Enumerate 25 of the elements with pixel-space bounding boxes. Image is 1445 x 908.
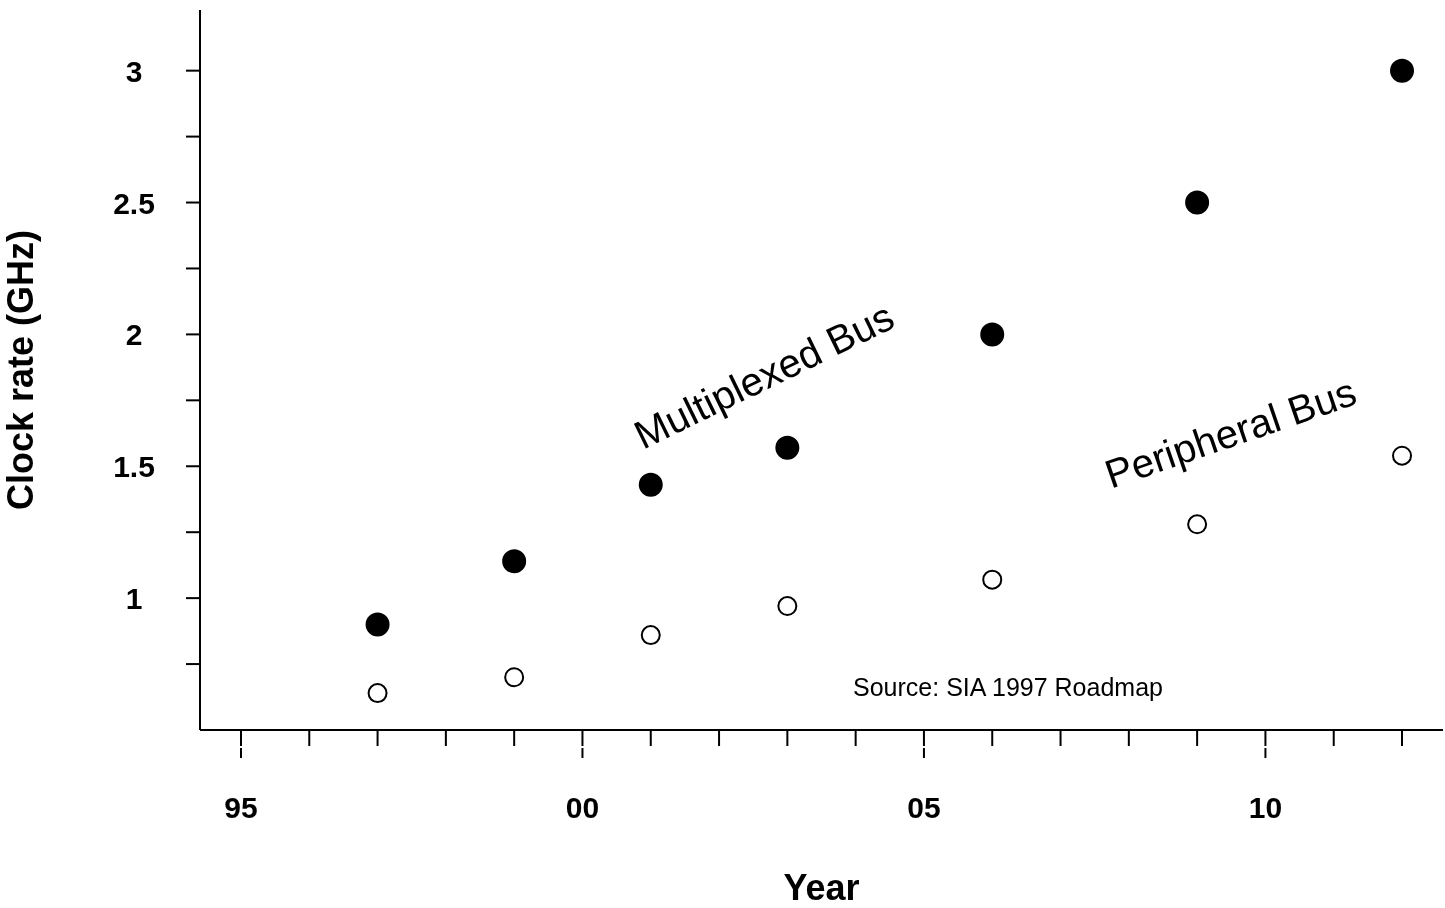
point [367, 683, 388, 704]
point [638, 472, 663, 497]
y-tick-label: 1.5 [113, 450, 155, 484]
point [502, 549, 527, 574]
point [504, 667, 525, 688]
x-tick-label: 10 [1248, 791, 1283, 824]
point [1390, 58, 1415, 83]
point [1187, 514, 1208, 535]
point [777, 596, 798, 617]
point [1185, 190, 1210, 215]
y-tick-label: 2.5 [113, 186, 155, 220]
y-tick-label: 1 [125, 582, 143, 616]
y-axis-title: Clock rate (GHz) [0, 229, 41, 511]
annotation: Source: SIA 1997 Roadmap [853, 673, 1163, 701]
x-tick-label: 95 [224, 791, 258, 824]
x-tick-label: 00 [565, 791, 600, 824]
point [365, 612, 390, 637]
point [1392, 445, 1413, 466]
y-tick-label: 2 [125, 318, 143, 352]
x-axis-title: Year [783, 867, 860, 908]
point [982, 569, 1003, 590]
x-tick-label: 05 [907, 791, 941, 824]
point [640, 625, 661, 646]
point [980, 322, 1005, 347]
y-tick-label: 3 [125, 54, 143, 88]
